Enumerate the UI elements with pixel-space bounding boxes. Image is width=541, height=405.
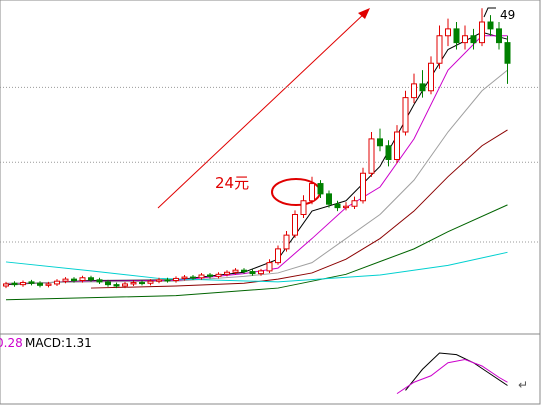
- candle-body: [394, 131, 400, 160]
- candle-body: [445, 28, 451, 37]
- candle-body: [105, 281, 111, 286]
- candle-body: [402, 97, 409, 133]
- candle-body: [436, 35, 443, 64]
- moving-average: [90, 129, 508, 289]
- candle-body: [11, 282, 18, 286]
- candle-body: [266, 262, 273, 272]
- candle-body: [3, 283, 9, 287]
- candle-body: [96, 279, 103, 283]
- candle-body: [351, 200, 358, 207]
- candle-body: [343, 205, 349, 209]
- candle-body: [411, 83, 417, 99]
- annotation: 24元: [215, 174, 249, 192]
- candle-body: [479, 21, 485, 44]
- candle-body: [334, 203, 341, 209]
- candle-body: [224, 271, 230, 275]
- peak-label: 49: [500, 8, 515, 22]
- macd-value-a: 0.28: [0, 336, 23, 350]
- candle-body: [62, 278, 69, 282]
- candle-body: [453, 28, 460, 44]
- candle-body: [300, 200, 307, 215]
- candle-body: [462, 35, 468, 44]
- candle-body: [122, 283, 128, 287]
- candle-body: [292, 214, 298, 236]
- candle-body: [368, 138, 375, 174]
- candle-body: [147, 280, 154, 284]
- candle-body: [487, 21, 494, 30]
- candle-body: [164, 279, 171, 282]
- candle-body: [139, 282, 145, 285]
- candle-body: [215, 273, 222, 277]
- trend-arrow: [157, 11, 367, 209]
- candle-body: [504, 42, 511, 64]
- candle-body: [309, 183, 315, 202]
- macd-line: [396, 358, 508, 395]
- candle-body: [54, 280, 60, 285]
- candle-body: [88, 277, 94, 281]
- candle-body: [45, 283, 52, 286]
- candle-body: [419, 83, 426, 92]
- candle-body: [79, 277, 86, 281]
- candle-body: [28, 281, 35, 284]
- candle-body: [326, 193, 332, 205]
- macd-value-b: MACD:1.31: [25, 336, 92, 350]
- return-mark: ↵: [518, 378, 528, 392]
- peak-pointer: [483, 7, 496, 18]
- candle-body: [232, 269, 239, 273]
- candle-body: [385, 145, 392, 160]
- candle-body: [130, 282, 137, 285]
- candle-body: [377, 138, 383, 147]
- candle-body: [275, 248, 281, 264]
- moving-average: [5, 204, 508, 301]
- candle-body: [496, 28, 502, 44]
- candle-body: [360, 172, 366, 202]
- candle-body: [190, 276, 196, 279]
- candle-body: [207, 274, 213, 277]
- candle-body: [249, 271, 256, 275]
- arrow-head: [358, 8, 370, 19]
- candle-body: [258, 270, 264, 275]
- candle-body: [317, 183, 324, 195]
- candle-body: [283, 234, 290, 250]
- candle-body: [156, 279, 162, 282]
- moving-average: [5, 251, 508, 283]
- candle-body: [113, 284, 120, 287]
- candle-body: [470, 35, 477, 44]
- candle-body: [241, 269, 247, 273]
- candle-body: [198, 274, 205, 279]
- candle-body: [71, 278, 77, 281]
- candle-body: [20, 282, 26, 286]
- macd-line: [405, 352, 508, 391]
- candle-body: [181, 276, 188, 279]
- candle-body: [173, 277, 179, 281]
- candle-body: [428, 62, 434, 92]
- candle-body: [37, 282, 43, 286]
